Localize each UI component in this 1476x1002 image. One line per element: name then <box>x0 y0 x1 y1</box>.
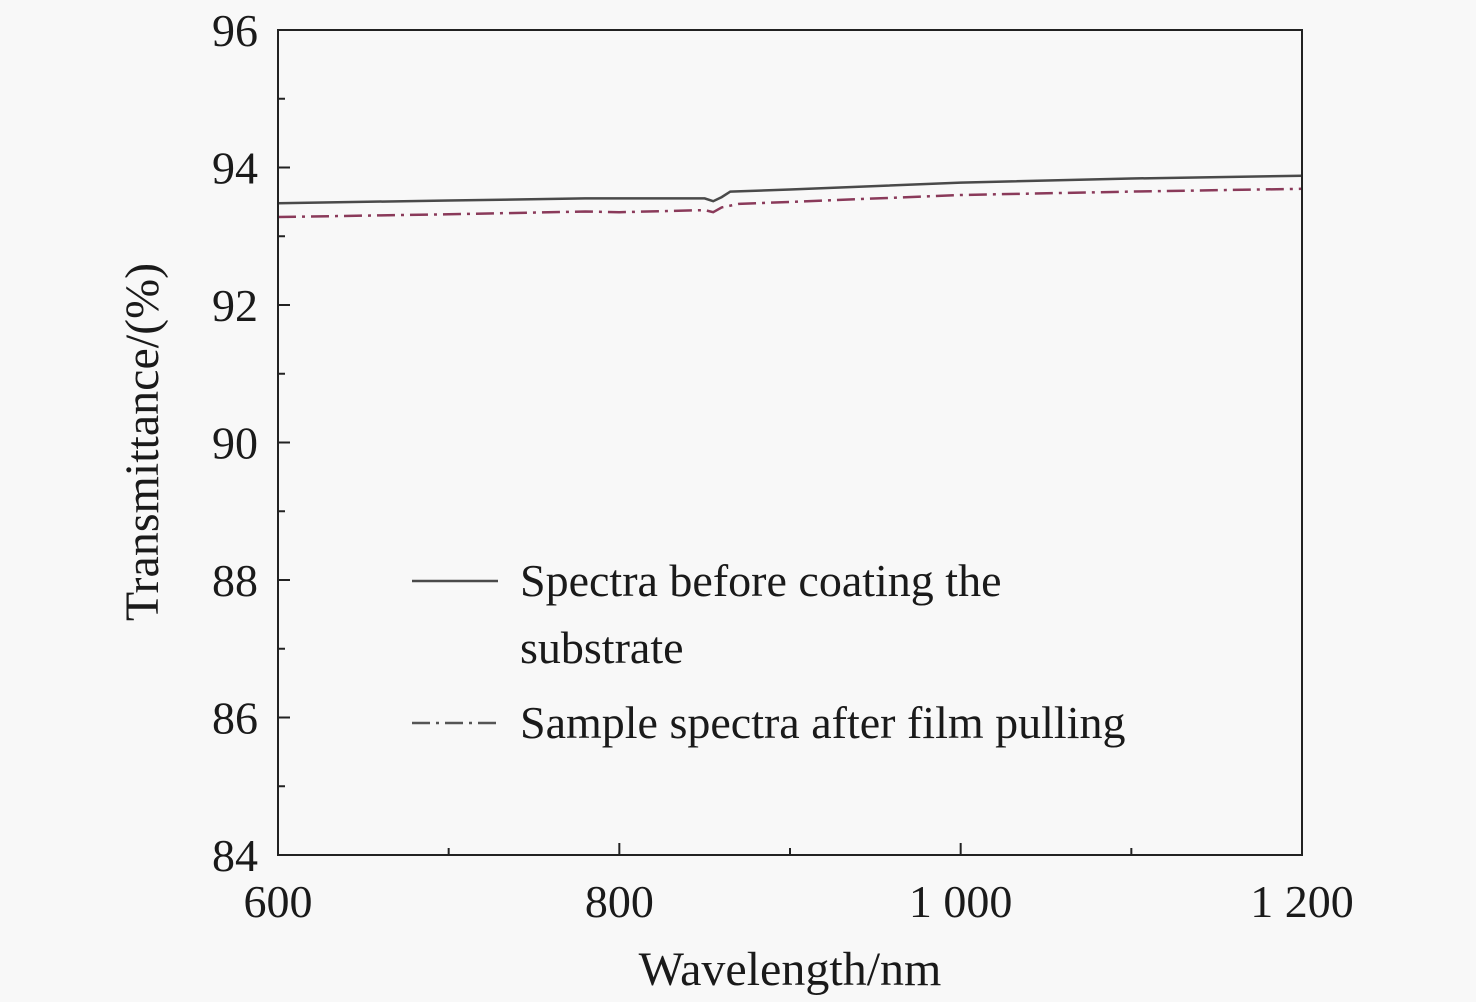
y-tick-label: 86 <box>212 693 258 744</box>
x-tick-label: 1 200 <box>1250 876 1354 927</box>
y-tick-label: 90 <box>212 418 258 469</box>
series-line-0 <box>277 174 1303 205</box>
legend-label-before-line2: substrate <box>520 622 684 673</box>
y-axis-label: Transmittance/(%) <box>116 263 169 621</box>
legend-label-before-line1: Spectra before coating the <box>520 555 1002 606</box>
legend-label-after: Sample spectra after film pulling <box>520 697 1125 748</box>
y-tick-label: 96 <box>212 5 258 56</box>
series-line-1 <box>277 187 1303 219</box>
x-tick-label: 800 <box>585 876 654 927</box>
y-tick-label: 92 <box>212 280 258 331</box>
y-tick-label: 88 <box>212 555 258 606</box>
x-tick-label: 600 <box>244 876 313 927</box>
legend: Spectra before coating the substrate Sam… <box>412 555 1125 748</box>
x-axis-label: Wavelength/nm <box>639 943 942 996</box>
y-tick-label: 94 <box>212 143 258 194</box>
y-tick-label: 84 <box>212 830 258 881</box>
x-tick-label: 1 000 <box>909 876 1013 927</box>
